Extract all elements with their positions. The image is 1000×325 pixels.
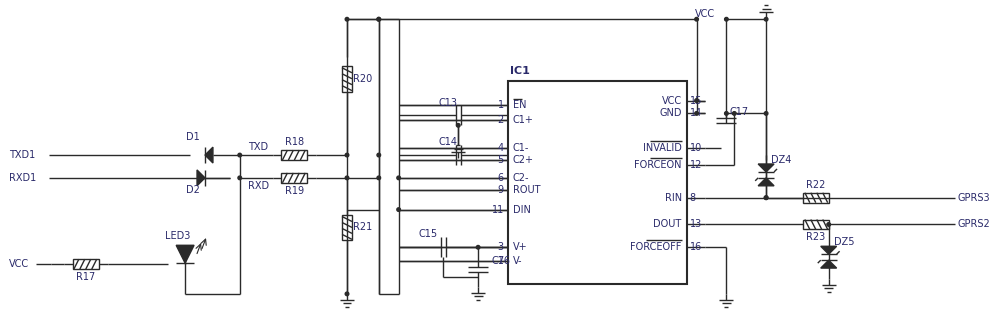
Polygon shape <box>197 170 205 186</box>
Text: 15: 15 <box>690 96 702 106</box>
Text: 2: 2 <box>498 115 504 125</box>
Circle shape <box>695 18 698 21</box>
Circle shape <box>695 99 698 102</box>
Bar <box>342 214 352 240</box>
Text: VCC: VCC <box>694 9 715 19</box>
Text: 5: 5 <box>498 155 504 165</box>
Text: GPRS2: GPRS2 <box>958 219 991 229</box>
Circle shape <box>476 245 480 249</box>
Polygon shape <box>176 245 194 263</box>
Text: C2+: C2+ <box>513 155 534 165</box>
Polygon shape <box>758 164 774 172</box>
Text: C14: C14 <box>438 137 457 147</box>
Text: GPRS3: GPRS3 <box>958 193 990 203</box>
Text: DZ4: DZ4 <box>771 155 791 165</box>
Text: 8: 8 <box>690 193 696 203</box>
Circle shape <box>397 176 400 180</box>
Circle shape <box>238 153 242 157</box>
Circle shape <box>345 176 349 180</box>
Circle shape <box>377 18 381 21</box>
Text: GND: GND <box>659 109 682 118</box>
Circle shape <box>456 124 460 127</box>
Text: VCC: VCC <box>662 96 682 106</box>
Text: 1: 1 <box>498 100 504 110</box>
Text: R19: R19 <box>285 186 304 196</box>
Circle shape <box>725 18 728 21</box>
Text: C2-: C2- <box>513 173 529 183</box>
Circle shape <box>397 208 400 211</box>
Text: R18: R18 <box>285 137 304 147</box>
Text: 14: 14 <box>690 109 702 118</box>
Text: ROUT: ROUT <box>513 185 540 195</box>
Text: INVALID: INVALID <box>643 143 682 153</box>
Text: RIN: RIN <box>665 193 682 203</box>
Text: R20: R20 <box>353 74 372 84</box>
Text: C13: C13 <box>438 98 457 108</box>
Circle shape <box>733 112 736 115</box>
Text: RXD1: RXD1 <box>9 173 37 183</box>
Circle shape <box>827 223 830 226</box>
Text: C1-: C1- <box>513 143 529 153</box>
Text: 6: 6 <box>498 173 504 183</box>
Bar <box>73 259 99 269</box>
Bar <box>803 193 829 203</box>
Polygon shape <box>205 147 213 163</box>
Text: D2: D2 <box>186 185 200 195</box>
Text: R23: R23 <box>806 232 825 242</box>
Text: R17: R17 <box>76 272 95 282</box>
Bar <box>508 81 687 284</box>
Text: FORCEOFF: FORCEOFF <box>630 242 682 252</box>
Text: 11: 11 <box>492 205 504 214</box>
Circle shape <box>345 18 349 21</box>
Text: R22: R22 <box>806 180 825 190</box>
Text: FORCEON: FORCEON <box>634 160 682 170</box>
Text: 12: 12 <box>690 160 702 170</box>
Text: C15: C15 <box>419 229 438 240</box>
Circle shape <box>764 196 768 200</box>
Polygon shape <box>758 178 774 186</box>
Text: C16: C16 <box>491 256 510 266</box>
Text: 7: 7 <box>498 256 504 266</box>
Text: 16: 16 <box>690 242 702 252</box>
Text: VCC: VCC <box>9 259 29 269</box>
Circle shape <box>345 292 349 296</box>
Circle shape <box>764 18 768 21</box>
Text: EN: EN <box>513 100 526 110</box>
Bar <box>281 173 307 183</box>
Bar <box>803 219 829 229</box>
Text: V+: V+ <box>513 242 527 252</box>
Circle shape <box>725 112 728 115</box>
Text: R21: R21 <box>353 222 372 232</box>
Text: TXD1: TXD1 <box>9 150 36 160</box>
Text: 3: 3 <box>498 242 504 252</box>
Circle shape <box>345 153 349 157</box>
Text: DOUT: DOUT <box>653 219 682 229</box>
Polygon shape <box>821 260 837 268</box>
Text: 13: 13 <box>690 219 702 229</box>
Text: DZ5: DZ5 <box>834 237 854 247</box>
Text: C17: C17 <box>729 108 748 117</box>
Text: 4: 4 <box>498 143 504 153</box>
Circle shape <box>238 176 242 180</box>
Text: D1: D1 <box>186 132 200 142</box>
Circle shape <box>377 153 381 157</box>
Circle shape <box>377 18 381 21</box>
Text: TXD: TXD <box>248 142 268 152</box>
Text: C1+: C1+ <box>513 115 534 125</box>
Circle shape <box>764 112 768 115</box>
Text: V-: V- <box>513 256 522 266</box>
Circle shape <box>764 196 768 200</box>
Bar <box>342 66 352 92</box>
Circle shape <box>695 112 698 115</box>
Text: RXD: RXD <box>248 181 269 191</box>
Text: LED3: LED3 <box>165 231 191 241</box>
Bar <box>281 150 307 160</box>
Circle shape <box>377 176 381 180</box>
Text: 10: 10 <box>690 143 702 153</box>
Text: IC1: IC1 <box>510 66 530 76</box>
Polygon shape <box>821 246 837 254</box>
Text: 9: 9 <box>498 185 504 195</box>
Text: DIN: DIN <box>513 205 531 214</box>
